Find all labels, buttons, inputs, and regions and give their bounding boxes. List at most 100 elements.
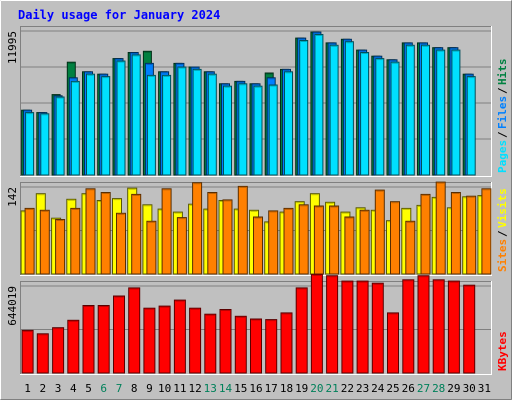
bar-pages-day-22 (344, 41, 354, 176)
x-tick-label-day-14: 14 (219, 382, 233, 395)
bar-kbytes-day-30 (463, 284, 476, 374)
x-tick-label-day-15: 15 (234, 382, 247, 395)
bar-sites-day-30 (466, 195, 477, 275)
x-tick-label-day-6: 6 (100, 382, 107, 395)
ymax-label: 142 (6, 187, 19, 207)
bar-sites-day-9 (146, 220, 157, 275)
ymax-label: 11995 (6, 31, 19, 64)
x-tick-label-day-10: 10 (158, 382, 171, 395)
bar-kbytes-day-18 (280, 312, 293, 374)
bar-sites-day-10 (161, 188, 172, 275)
bar-kbytes-day-20 (310, 273, 323, 374)
bar-sites-day-22 (344, 216, 355, 275)
bar-kbytes-day-11 (173, 299, 186, 374)
panel-kbytes: 644019 KBytes (6, 273, 509, 375)
bar-pages-day-14 (223, 85, 232, 176)
bar-sites-day-6 (100, 192, 111, 275)
x-tick-label-day-11: 11 (173, 382, 186, 395)
bar-sites-day-28 (435, 181, 446, 275)
bar-sites-day-26 (405, 220, 416, 275)
x-tick-label-day-18: 18 (280, 382, 293, 395)
x-tick-label-day-27: 27 (417, 382, 430, 395)
bar-sites-day-8 (131, 193, 142, 275)
bar-kbytes-day-6 (97, 305, 110, 374)
bar-sites-day-16 (253, 216, 263, 275)
bar-kbytes-day-23 (356, 280, 369, 374)
x-tick-label-day-30: 30 (463, 382, 476, 395)
bar-kbytes-day-12 (189, 307, 202, 374)
bar-kbytes-day-19 (295, 287, 308, 374)
chart-title: Daily usage for January 2024 (18, 8, 220, 22)
panel-visits: 142 Sites / Visits (6, 181, 509, 276)
x-tick-label-day-25: 25 (386, 382, 399, 395)
x-tick-label-day-26: 26 (402, 382, 415, 395)
bar-sites-day-17 (268, 210, 279, 275)
bar-kbytes-day-4 (67, 319, 80, 374)
bar-pages-day-10 (162, 74, 172, 176)
bar-pages-day-3 (55, 96, 65, 176)
x-tick-label-day-4: 4 (70, 382, 77, 395)
x-tick-label-day-13: 13 (204, 382, 217, 395)
bar-pages-day-21 (329, 44, 339, 176)
bar-kbytes-day-29 (447, 280, 460, 374)
bar-kbytes-day-9 (143, 307, 156, 374)
bar-sites-day-3 (55, 219, 66, 275)
bar-pages-day-23 (360, 52, 370, 176)
bar-kbytes-day-3 (52, 327, 65, 374)
x-tick-label-day-22: 22 (341, 382, 354, 395)
x-tick-label-day-23: 23 (356, 382, 369, 395)
bar-pages-day-26 (405, 44, 415, 176)
x-tick-label-day-2: 2 (39, 382, 46, 395)
bar-sites-day-20 (313, 205, 324, 275)
bar-kbytes-day-2 (36, 333, 49, 374)
bar-pages-day-25 (390, 61, 400, 176)
x-tick-label-day-7: 7 (116, 382, 123, 395)
legend-separator: / (496, 131, 509, 138)
x-tick-label-day-29: 29 (447, 382, 460, 395)
legend-files: Files (496, 96, 509, 129)
x-tick-label-day-31: 31 (478, 382, 491, 395)
bar-pages-day-5 (86, 73, 95, 176)
x-tick-label-day-16: 16 (249, 382, 262, 395)
x-tick-label-day-19: 19 (295, 382, 308, 395)
bar-kbytes-day-10 (158, 305, 171, 374)
legend-pages: Pages (496, 140, 509, 173)
bar-kbytes-day-21 (326, 275, 339, 374)
bar-pages-day-30 (466, 76, 476, 176)
bar-pages-day-12 (192, 68, 202, 176)
x-tick-label-day-3: 3 (55, 382, 62, 395)
bar-kbytes-day-8 (128, 287, 141, 374)
bar-kbytes-day-7 (113, 295, 125, 374)
bar-pages-day-15 (238, 83, 248, 176)
legend-visits: Visits (496, 188, 509, 228)
x-tick-label-day-1: 1 (24, 382, 31, 395)
x-tick-label-day-9: 9 (146, 382, 153, 395)
bar-sites-day-13 (207, 192, 218, 275)
bar-pages-day-17 (268, 84, 278, 176)
bar-pages-day-7 (116, 60, 126, 176)
bar-sites-day-5 (85, 188, 96, 275)
bar-sites-day-21 (329, 205, 340, 275)
bar-pages-day-28 (436, 49, 446, 176)
bar-kbytes-day-5 (82, 305, 95, 374)
bar-kbytes-day-25 (387, 312, 399, 374)
bar-sites-day-14 (222, 199, 233, 275)
bar-pages-day-29 (451, 49, 461, 176)
bar-kbytes-day-28 (432, 279, 445, 374)
x-tick-label-day-20: 20 (310, 382, 323, 395)
bar-pages-day-27 (421, 44, 430, 176)
x-tick-label-day-8: 8 (131, 382, 138, 395)
bar-kbytes-day-22 (341, 280, 354, 374)
bar-pages-day-20 (314, 34, 324, 176)
bar-sites-day-12 (192, 182, 203, 275)
bar-kbytes-day-27 (417, 275, 430, 374)
bar-kbytes-day-26 (402, 279, 415, 374)
bar-kbytes-day-24 (371, 282, 384, 374)
bar-kbytes-day-16 (250, 318, 262, 374)
bar-pages-day-16 (253, 85, 263, 176)
bar-kbytes-day-1 (21, 329, 34, 374)
bar-sites-day-29 (450, 192, 461, 275)
legend-separator: / (496, 87, 509, 94)
x-tick-label-day-17: 17 (265, 382, 278, 395)
